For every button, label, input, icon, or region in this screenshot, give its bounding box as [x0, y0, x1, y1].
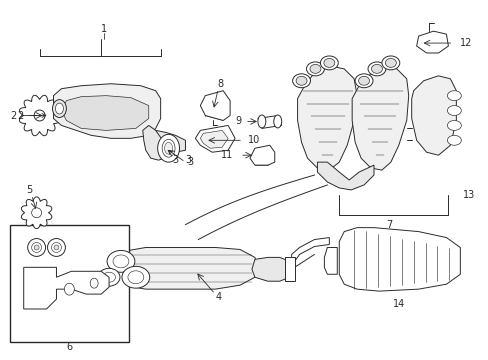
Text: 1: 1	[101, 24, 107, 34]
Polygon shape	[324, 247, 337, 274]
Ellipse shape	[447, 91, 460, 100]
Polygon shape	[416, 31, 447, 53]
Ellipse shape	[157, 134, 179, 162]
Text: 3: 3	[168, 150, 185, 165]
Polygon shape	[291, 238, 328, 261]
Ellipse shape	[447, 135, 460, 145]
Ellipse shape	[385, 58, 395, 67]
Ellipse shape	[164, 142, 172, 154]
Ellipse shape	[309, 64, 320, 73]
Polygon shape	[297, 66, 356, 170]
Text: 9: 9	[235, 116, 241, 126]
Ellipse shape	[323, 58, 334, 67]
Ellipse shape	[447, 105, 460, 116]
Ellipse shape	[113, 255, 129, 268]
Polygon shape	[251, 257, 289, 281]
Polygon shape	[53, 84, 161, 138]
Ellipse shape	[447, 121, 460, 130]
Text: 13: 13	[462, 190, 474, 200]
Polygon shape	[351, 66, 408, 170]
Polygon shape	[21, 197, 52, 229]
Polygon shape	[195, 125, 235, 152]
Ellipse shape	[354, 74, 372, 88]
Ellipse shape	[162, 139, 175, 157]
Text: 14: 14	[392, 299, 404, 309]
Polygon shape	[200, 91, 230, 121]
Text: 8: 8	[217, 79, 223, 89]
Ellipse shape	[32, 208, 41, 218]
Ellipse shape	[47, 239, 65, 256]
Ellipse shape	[107, 251, 135, 272]
Text: 5: 5	[26, 185, 33, 195]
Polygon shape	[61, 96, 148, 130]
Ellipse shape	[320, 56, 338, 70]
Polygon shape	[411, 76, 455, 155]
Text: 7: 7	[385, 220, 391, 230]
Polygon shape	[317, 162, 373, 190]
Ellipse shape	[51, 243, 61, 252]
Ellipse shape	[55, 103, 63, 114]
Ellipse shape	[34, 245, 39, 250]
Ellipse shape	[257, 115, 265, 128]
Ellipse shape	[128, 271, 143, 284]
Polygon shape	[109, 247, 257, 289]
Text: 3: 3	[187, 157, 193, 167]
Ellipse shape	[64, 283, 74, 295]
Ellipse shape	[52, 100, 66, 117]
Polygon shape	[148, 130, 185, 152]
Text: 6: 6	[66, 342, 72, 352]
Polygon shape	[284, 257, 294, 281]
Ellipse shape	[90, 278, 98, 288]
Ellipse shape	[54, 245, 59, 250]
Ellipse shape	[28, 239, 45, 256]
Ellipse shape	[32, 243, 41, 252]
Polygon shape	[249, 145, 274, 165]
Text: 3: 3	[185, 155, 191, 165]
Polygon shape	[142, 125, 165, 160]
Text: 12: 12	[459, 38, 472, 48]
Polygon shape	[339, 228, 459, 291]
Ellipse shape	[358, 76, 369, 85]
Polygon shape	[20, 95, 60, 136]
Ellipse shape	[371, 64, 382, 73]
Ellipse shape	[367, 62, 385, 76]
Text: 11: 11	[221, 150, 233, 160]
Text: 4: 4	[215, 292, 221, 302]
Ellipse shape	[273, 115, 281, 128]
Ellipse shape	[306, 62, 324, 76]
Ellipse shape	[292, 74, 310, 88]
Polygon shape	[257, 116, 281, 129]
Ellipse shape	[381, 56, 399, 70]
Text: 2: 2	[18, 111, 46, 121]
Ellipse shape	[122, 266, 149, 288]
Ellipse shape	[296, 76, 306, 85]
Text: 2: 2	[11, 111, 17, 121]
Ellipse shape	[102, 272, 115, 282]
Polygon shape	[200, 130, 228, 148]
Ellipse shape	[34, 110, 45, 121]
Bar	[10, 225, 129, 342]
Ellipse shape	[98, 268, 120, 286]
Text: 10: 10	[247, 135, 260, 145]
Polygon shape	[24, 267, 109, 309]
